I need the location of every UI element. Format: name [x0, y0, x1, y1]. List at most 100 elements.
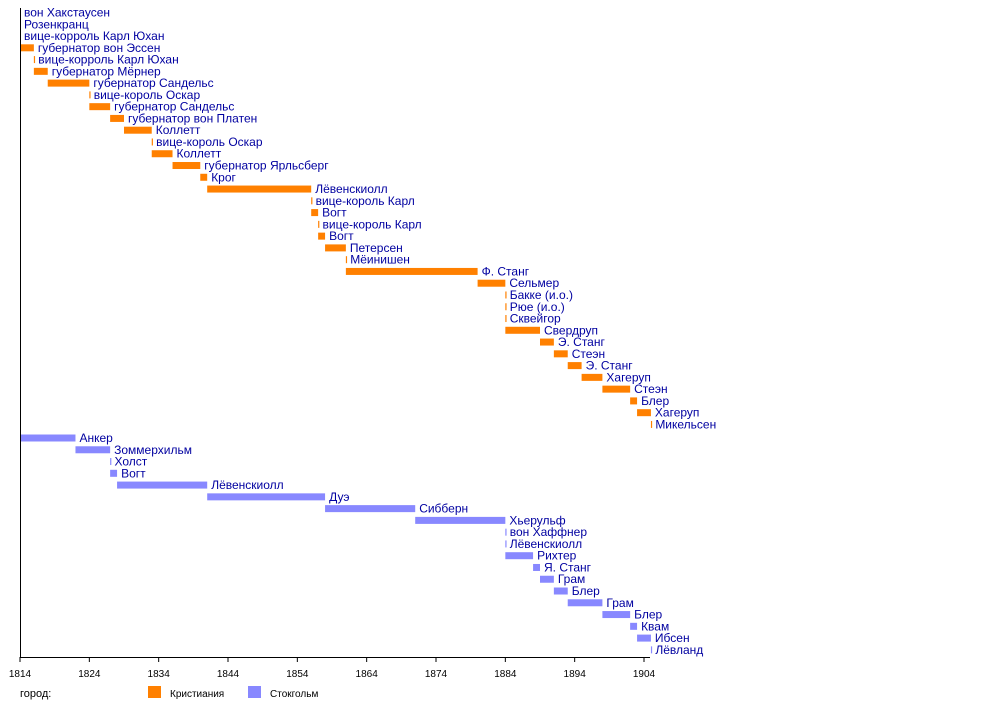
bar-stockholm	[602, 611, 631, 619]
legend-label-stockholm: Стокгольм	[270, 689, 318, 700]
bar-kristiania	[33, 56, 36, 64]
bar-stockholm	[505, 552, 534, 560]
bar-kristiania	[124, 126, 152, 134]
bar-label: Стеэн	[572, 347, 605, 361]
bar-label: Свердруп	[544, 323, 598, 337]
bar-kristiania	[151, 138, 153, 146]
bar-stockholm	[207, 493, 326, 501]
x-tick-label: 1814	[9, 669, 32, 680]
bar-kristiania	[505, 291, 507, 299]
bar-kristiania	[505, 326, 540, 334]
bar-kristiania	[47, 79, 90, 87]
bar-kristiania	[345, 256, 348, 264]
bar-kristiania	[110, 114, 124, 122]
bar-stockholm	[637, 634, 651, 642]
bar-label: Грам	[606, 596, 633, 610]
bar-label: Крог	[211, 170, 236, 184]
bar-kristiania	[89, 91, 91, 99]
legend-swatch-stockholm	[248, 686, 261, 698]
bar-stockholm	[415, 516, 506, 524]
bar-label: Лёвланд	[655, 643, 703, 657]
bar-label: губернатор Мёрнер	[52, 64, 161, 78]
bar-stockholm	[533, 563, 540, 571]
bar-label: Ибсен	[655, 631, 690, 645]
bar-label: Анкер	[79, 431, 113, 445]
bar-label: вон Хакстаусен	[24, 6, 110, 20]
bar-label: Блер	[641, 394, 669, 408]
bar-kristiania	[200, 173, 208, 181]
bar-label: Розенкранц	[24, 17, 89, 31]
bar-stockholm	[110, 458, 112, 466]
bar-label: Вогт	[329, 229, 354, 243]
bar-kristiania	[207, 185, 312, 193]
bar-label: Рюе (и.о.)	[510, 300, 565, 314]
bar-label: губернатор вон Платен	[128, 111, 257, 125]
x-tick-label: 1904	[633, 669, 656, 680]
bar-label: вон Хаффнер	[510, 525, 588, 539]
bar-stockholm	[505, 528, 507, 536]
x-tick-label: 1874	[425, 669, 448, 680]
bar-kristiania	[477, 279, 506, 287]
legend-title: город:	[20, 688, 51, 700]
bar-label: вице-король Оскар	[94, 88, 201, 102]
bars-layer	[20, 44, 653, 654]
bar-kristiania	[553, 350, 568, 358]
bar-stockholm	[505, 540, 507, 548]
bar-label: вице-король Оскар	[156, 135, 263, 149]
bar-kristiania	[89, 103, 111, 111]
bar-stockholm	[110, 469, 118, 477]
bar-label: Грам	[558, 572, 585, 586]
bar-label: Мёинишен	[350, 253, 410, 267]
bar-stockholm	[567, 599, 603, 607]
bar-label: Бакке (и.о.)	[510, 288, 573, 302]
bar-kristiania	[567, 362, 582, 370]
bar-kristiania	[345, 267, 478, 275]
x-tick-label: 1854	[286, 669, 309, 680]
x-tick-label: 1864	[356, 669, 379, 680]
x-axis-ticks: 1814 1824 1834 1844 1854 1864 1874 1884 1894 1904	[9, 657, 656, 680]
bar-stockholm	[117, 481, 208, 489]
bar-kristiania	[505, 303, 507, 311]
bar-kristiania	[581, 373, 603, 381]
x-tick-label: 1884	[494, 669, 517, 680]
bar-label: Дуэ	[329, 490, 349, 504]
bar-kristiania	[630, 397, 638, 405]
bar-label: Хагеруп	[655, 406, 700, 420]
bar-label: губернатор Сандельс	[114, 100, 234, 114]
bar-stockholm	[325, 505, 416, 513]
bar-label: Блер	[634, 608, 662, 622]
bar-kristiania	[151, 150, 173, 158]
bar-kristiania	[318, 220, 320, 228]
bar-kristiania	[33, 67, 48, 75]
legend: город: Кристиания Стокгольм	[20, 686, 318, 700]
bar-label: вице-король Карл	[316, 194, 415, 208]
x-tick-label: 1894	[564, 669, 587, 680]
bar-label: Сквейгор	[510, 312, 561, 326]
bar-label: вице-король Карл	[323, 217, 422, 231]
bar-label: Лёвенскиолл	[315, 182, 387, 196]
bar-kristiania	[311, 209, 319, 217]
bar-label: Э. Станг	[586, 359, 634, 373]
bar-kristiania	[505, 315, 507, 323]
bar-kristiania	[602, 385, 631, 393]
bar-kristiania	[650, 420, 653, 428]
bar-label: Коллетт	[177, 147, 222, 161]
bar-label: Сибберн	[419, 502, 468, 516]
x-tick-label: 1834	[148, 669, 171, 680]
legend-label-kristiania: Кристиания	[170, 689, 224, 700]
bar-stockholm	[553, 587, 568, 595]
bar-label: Лёвенскиолл	[510, 537, 582, 551]
bar-kristiania	[637, 409, 651, 417]
bar-stockholm	[75, 446, 111, 454]
bar-label: губернатор Ярльсберг	[204, 159, 329, 173]
bar-kristiania	[318, 232, 326, 240]
bar-kristiania	[325, 244, 346, 252]
bar-label: Э. Станг	[558, 335, 606, 349]
bar-label: Коллетт	[156, 123, 201, 137]
bar-label: Хьерульф	[509, 513, 565, 527]
bar-stockholm	[540, 575, 554, 583]
bar-label: вице-корроль Карл Юхан	[24, 29, 164, 43]
bar-label: Рихтер	[537, 549, 577, 563]
bar-label: Вогт	[322, 206, 347, 220]
bar-label: Я. Станг	[544, 560, 592, 574]
